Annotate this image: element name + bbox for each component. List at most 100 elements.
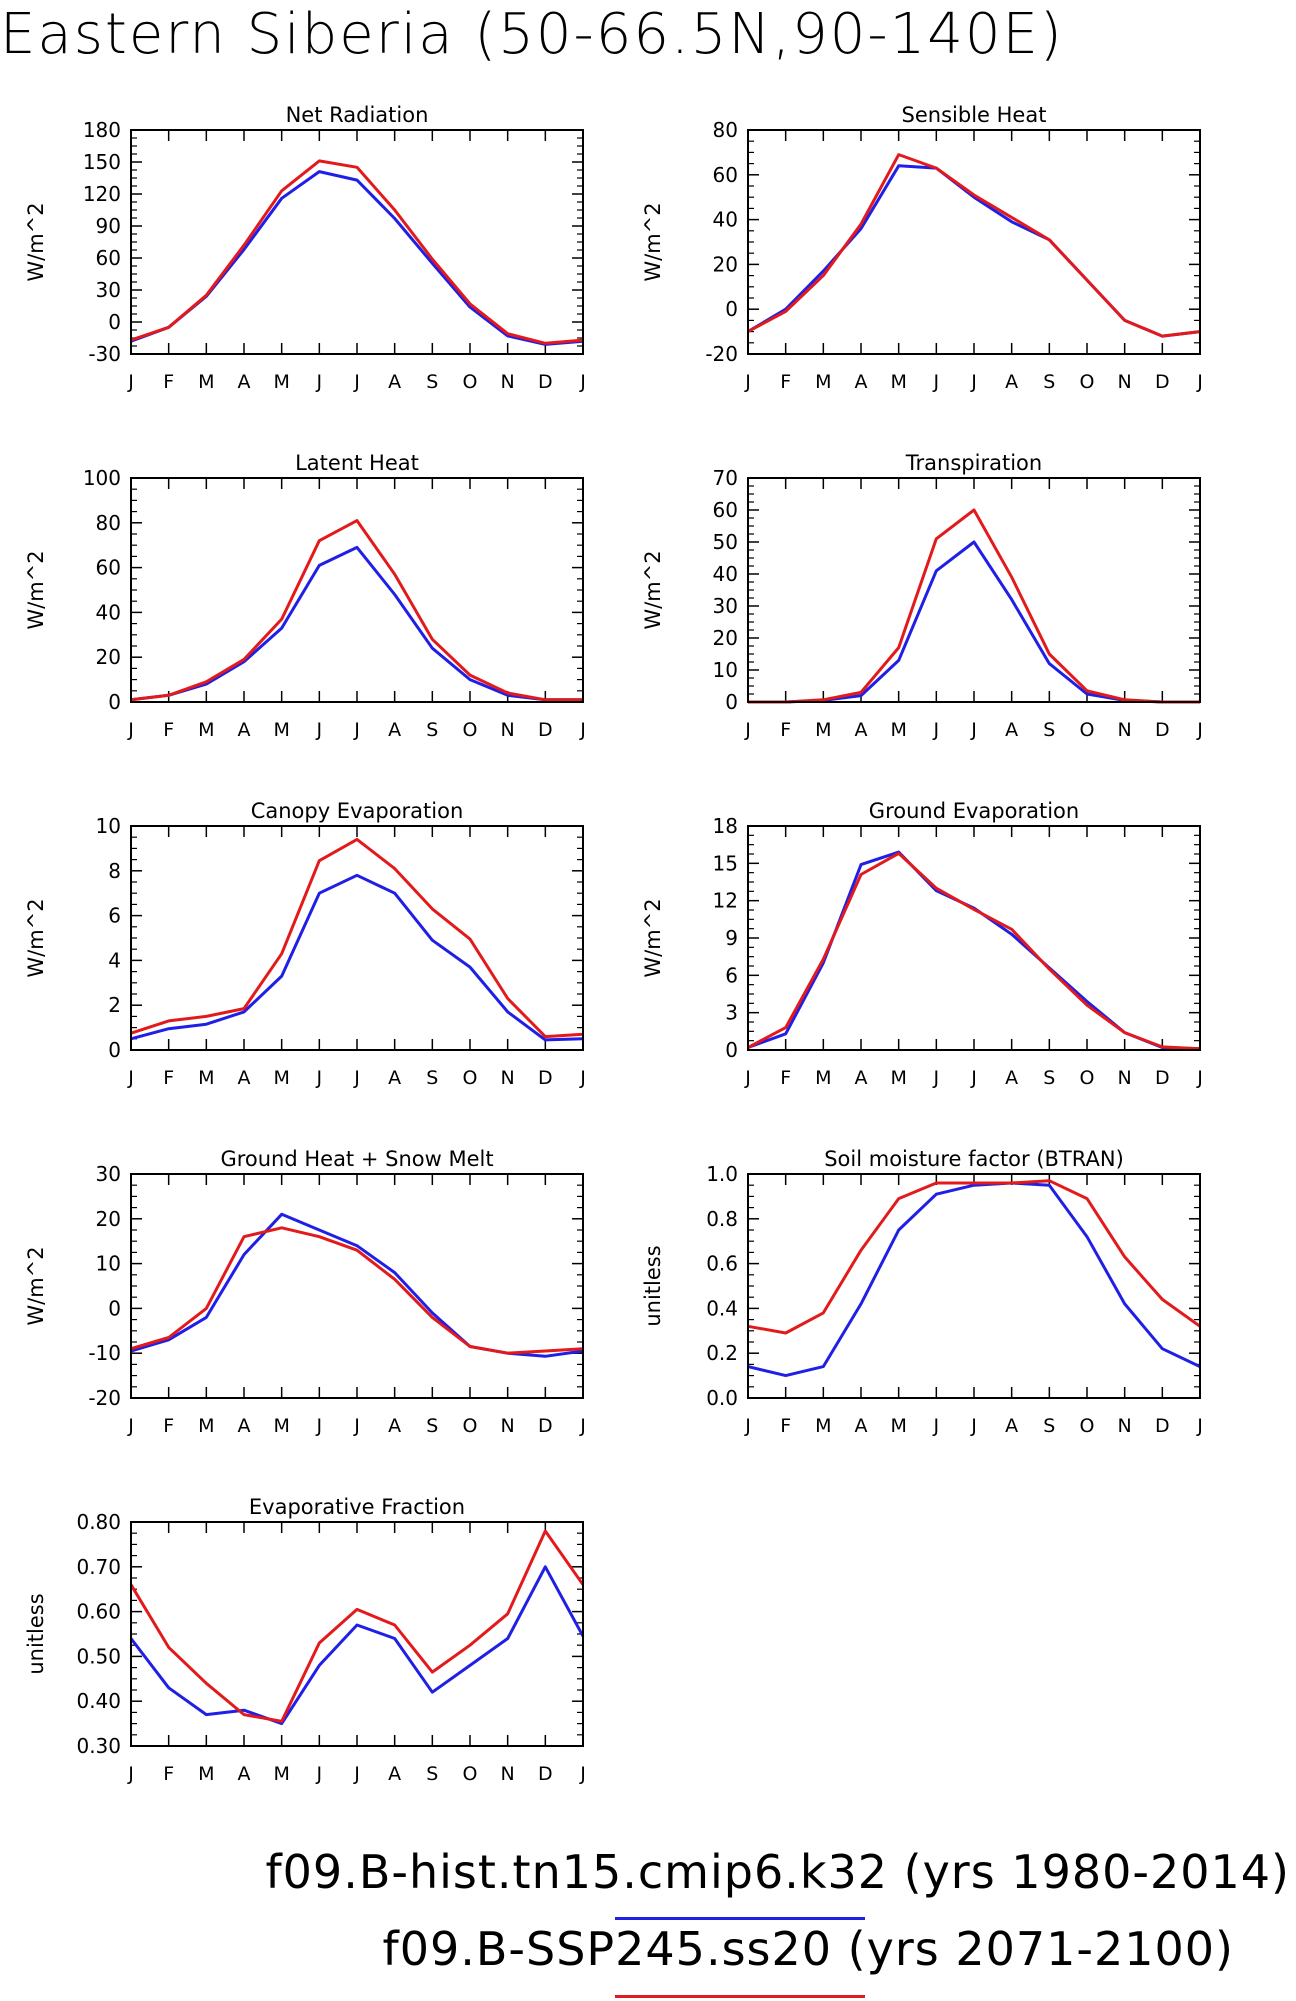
x-tick-label: M [890, 371, 906, 393]
x-tick-label: J [1196, 1067, 1203, 1089]
series-line-hist [747, 850, 1201, 1051]
x-tick-label: F [163, 719, 174, 741]
y-tick-label: 60 [96, 246, 121, 270]
x-tick-label: M [198, 1067, 214, 1089]
legend-swatch-hist [615, 1917, 865, 1920]
legend-swatch-ssp [615, 1995, 865, 1998]
x-tick-label: O [1080, 371, 1095, 393]
x-tick-label: N [1118, 371, 1132, 393]
x-tick-label: J [970, 1415, 977, 1437]
x-tick-label: N [501, 1415, 515, 1437]
y-tick-label: 0.8 [706, 1207, 738, 1231]
x-tick-label: J [1196, 371, 1203, 393]
x-tick-label: J [933, 1067, 940, 1089]
y-tick-label: 0.4 [706, 1296, 738, 1320]
panel-title: Ground Evaporation [869, 799, 1079, 823]
y-tick-label: 18 [713, 814, 738, 838]
y-tick-label: 90 [96, 214, 121, 238]
y-tick-label: -20 [705, 342, 738, 366]
x-tick-label: A [855, 1067, 868, 1089]
x-tick-label: S [1043, 1067, 1055, 1089]
x-tick-label: J [970, 371, 977, 393]
x-tick-label: O [463, 1067, 478, 1089]
x-tick-label: M [815, 1415, 831, 1437]
x-tick-label: J [933, 1415, 940, 1437]
x-tick-label: D [1155, 1415, 1170, 1437]
x-tick-label: J [316, 719, 323, 741]
x-tick-label: N [501, 719, 515, 741]
series-line-ssp [130, 519, 583, 702]
x-tick-label: N [501, 1067, 515, 1089]
y-tick-label: 0 [108, 310, 121, 334]
x-tick-label: J [316, 371, 323, 393]
y-tick-label: 0 [725, 297, 738, 321]
panel-title: Latent Heat [295, 451, 419, 475]
x-tick-label: A [238, 1067, 251, 1089]
x-tick-label: M [198, 1415, 214, 1437]
x-tick-label: J [127, 1763, 134, 1785]
x-tick-label: S [1043, 1415, 1055, 1437]
x-tick-label: J [353, 1415, 360, 1437]
y-tick-label: 8 [108, 859, 121, 883]
y-tick-label: 6 [725, 963, 738, 987]
x-tick-label: S [426, 371, 438, 393]
series-line-ssp [130, 1226, 584, 1355]
x-tick-label: J [970, 1067, 977, 1089]
y-tick-label: 4 [108, 948, 121, 972]
x-tick-label: S [426, 1415, 438, 1437]
y-tick-label: -30 [88, 342, 121, 366]
x-tick-label: M [198, 719, 214, 741]
y-tick-label: 120 [83, 182, 121, 206]
y-tick-label: 20 [713, 252, 738, 276]
y-tick-label: 0 [108, 690, 121, 714]
plot-frame [130, 1521, 584, 1747]
x-tick-label: A [1005, 371, 1018, 393]
x-tick-label: D [1155, 719, 1170, 741]
x-tick-label: J [579, 719, 586, 741]
y-axis-label: W/m^2 [24, 1246, 48, 1325]
plot-frame [130, 477, 584, 703]
y-tick-label: 0.30 [76, 1734, 121, 1758]
x-tick-label: A [388, 371, 401, 393]
x-tick-label: M [273, 1415, 289, 1437]
series-line-hist [130, 545, 583, 702]
x-tick-label: D [538, 371, 553, 393]
plot-frame [747, 477, 1201, 703]
y-axis-label: W/m^2 [24, 202, 48, 281]
x-tick-label: J [353, 719, 360, 741]
x-tick-label: A [1005, 719, 1018, 741]
x-tick-label: J [353, 1763, 360, 1785]
y-tick-label: 60 [713, 498, 738, 522]
x-tick-label: M [273, 1763, 289, 1785]
x-tick-label: M [198, 371, 214, 393]
series-line-hist [130, 170, 584, 346]
y-tick-label: 0 [725, 1038, 738, 1062]
x-tick-label: M [890, 1415, 906, 1437]
x-tick-label: D [538, 1415, 553, 1437]
y-tick-label: 6 [108, 904, 121, 928]
y-tick-label: 150 [83, 150, 121, 174]
x-tick-label: J [127, 1415, 134, 1437]
y-tick-label: -20 [88, 1386, 121, 1410]
y-tick-label: 50 [713, 530, 738, 554]
y-tick-label: 180 [83, 118, 121, 142]
panel-title: Transpiration [905, 451, 1042, 475]
x-tick-label: S [1043, 371, 1055, 393]
x-tick-label: N [501, 1763, 515, 1785]
x-tick-label: O [463, 371, 478, 393]
y-tick-label: 0.70 [76, 1555, 121, 1579]
x-tick-label: F [163, 371, 174, 393]
y-tick-label: 12 [713, 889, 738, 913]
plot-frame [747, 825, 1201, 1051]
page-title: Eastern Siberia (50-66.5N,90-140E) [0, 2, 1064, 67]
x-tick-label: A [238, 1763, 251, 1785]
panel-title: Net Radiation [286, 103, 429, 127]
x-tick-label: M [273, 719, 289, 741]
y-tick-label: 0.40 [76, 1689, 121, 1713]
y-tick-label: 80 [713, 118, 738, 142]
x-tick-label: M [815, 719, 831, 741]
